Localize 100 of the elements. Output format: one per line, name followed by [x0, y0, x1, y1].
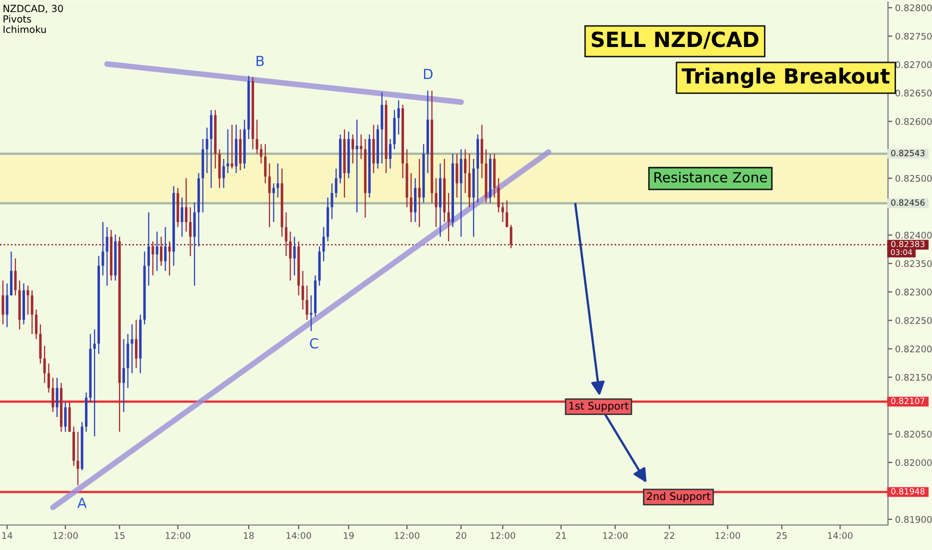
- text: 0.82543: [891, 150, 924, 156]
- candlestick: [284, 212, 288, 257]
- annotation: D: [424, 68, 433, 80]
- candlestick: [322, 226, 325, 262]
- text: 0.81948: [891, 488, 925, 494]
- candlestick: [510, 224, 512, 249]
- candlestick: [56, 377, 58, 418]
- y-tick-label: 0.82600: [896, 118, 932, 125]
- candlestick: [289, 231, 292, 282]
- x-tick-label: 15: [114, 532, 124, 539]
- candlestick: [410, 172, 412, 223]
- text: 0.82456: [891, 199, 925, 206]
- text: 0.82383: [891, 240, 924, 248]
- annotation: C: [310, 338, 318, 349]
- candlestick: [34, 308, 38, 340]
- y-tick-label: 0.81900: [896, 516, 932, 523]
- candlestick: [210, 109, 212, 188]
- candlestick: [293, 236, 296, 276]
- ref-line-label: 2nd Support: [647, 492, 710, 502]
- candlestick: [334, 168, 338, 198]
- y-tick-label: 0.82700: [896, 61, 932, 68]
- candlestick: [180, 197, 184, 238]
- y-tick-label: 0.82000: [896, 459, 932, 466]
- candlestick: [184, 178, 188, 232]
- candlestick: [2, 280, 4, 325]
- candlestick: [47, 362, 50, 394]
- candlestick: [501, 202, 504, 223]
- y-tick-label: 0.82300: [896, 288, 932, 296]
- candlestick: [272, 182, 275, 223]
- candlestick: [306, 285, 308, 320]
- x-tick-label: 21: [556, 532, 566, 539]
- annotation: Pivots: [4, 15, 32, 23]
- candlestick: [156, 231, 158, 272]
- candlestick: [506, 200, 508, 228]
- candlestick: [106, 226, 108, 286]
- x-tick-label: 18: [244, 532, 254, 539]
- candlestick: [6, 282, 8, 328]
- candlestick: [260, 144, 262, 164]
- candlestick: [447, 192, 450, 242]
- candlestick: [434, 178, 438, 228]
- ref-line-label: 1st Support: [569, 402, 629, 412]
- candlestick: [222, 158, 225, 188]
- candlestick: [26, 285, 30, 316]
- x-tick-label: 20: [456, 532, 466, 539]
- x-tick-label: 12:00: [53, 532, 78, 539]
- annotation: A: [77, 498, 87, 508]
- x-tick-label: 25: [776, 532, 787, 539]
- x-tick-label: 14:00: [286, 532, 312, 539]
- x-tick-label: 12:00: [603, 532, 628, 539]
- candlestick: [102, 221, 104, 276]
- candlestick: [147, 212, 150, 286]
- candlestick: [464, 148, 466, 194]
- candlestick: [76, 431, 80, 486]
- y-tick-label: 0.82350: [896, 260, 932, 268]
- candlestick: [264, 144, 267, 184]
- candlestick: [160, 236, 162, 266]
- annotation: Triangle Breakout: [682, 68, 890, 88]
- x-tick-label: 12:00: [394, 532, 420, 539]
- x-tick-label: 14: [2, 532, 12, 539]
- candlestick: [456, 153, 458, 198]
- candlestick: [330, 182, 334, 220]
- candlestick: [418, 158, 421, 228]
- annotation: NZDCAD, 30: [4, 4, 63, 14]
- candlestick: [52, 377, 54, 412]
- x-tick-label: 12:00: [716, 532, 740, 539]
- x-tick-label: 14:00: [828, 532, 853, 539]
- annotation: Ichimoku: [4, 26, 46, 34]
- y-tick-label: 0.82400: [896, 232, 932, 239]
- candlestick: [302, 270, 304, 310]
- y-tick-label: 0.82750: [896, 32, 932, 40]
- y-tick-label: 0.82250: [896, 317, 932, 324]
- candlestick: [134, 319, 138, 369]
- candlestick: [30, 290, 34, 335]
- x-tick-label: 19: [344, 532, 354, 539]
- x-tick-label: 12:00: [490, 532, 516, 539]
- candlestick: [14, 258, 17, 296]
- candlestick: [168, 240, 171, 276]
- candlestick: [122, 338, 125, 412]
- x-tick-label: 22: [664, 532, 674, 539]
- candlestick: [206, 127, 208, 174]
- candlestick: [152, 240, 154, 276]
- candlestick: [497, 178, 500, 213]
- candlestick: [256, 119, 258, 154]
- y-tick-label: 0.82200: [896, 346, 932, 352]
- candlestick: [389, 138, 392, 170]
- candlestick: [43, 345, 46, 384]
- text: 0.82107: [891, 398, 924, 404]
- candlestick: [268, 162, 271, 228]
- candlestick: [164, 226, 167, 272]
- candlestick: [189, 206, 192, 257]
- y-tick-label: 0.82800: [896, 4, 932, 12]
- candlestick: [352, 134, 354, 164]
- candlestick: [226, 128, 230, 174]
- candlestick: [230, 124, 234, 170]
- band-label: Resistance Zone: [654, 172, 767, 183]
- annotation: B: [256, 56, 264, 66]
- y-tick-label: 0.82650: [896, 90, 932, 97]
- candlestick: [93, 328, 96, 437]
- annotation: SELL NZD/CAD: [592, 32, 758, 49]
- candlestick: [130, 324, 134, 374]
